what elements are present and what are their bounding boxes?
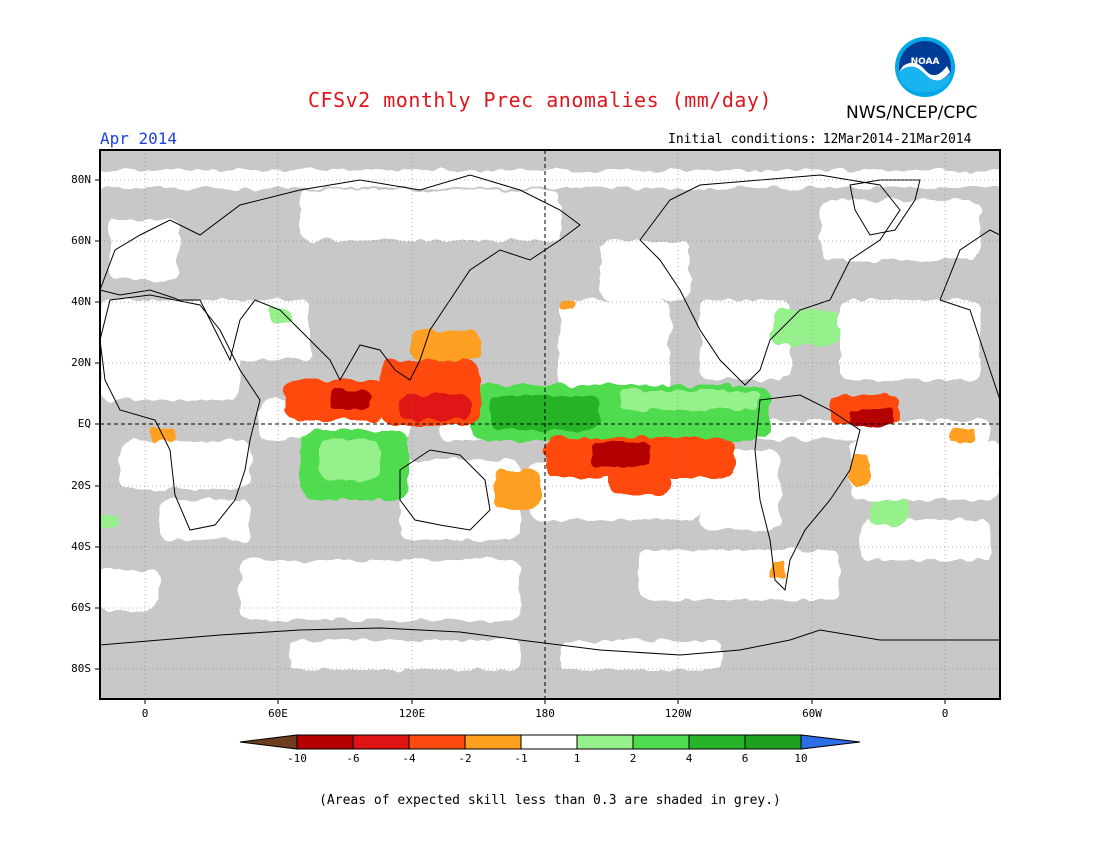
lat-tick-label: 80N: [71, 173, 91, 186]
lon-tick-label: 60E: [268, 707, 288, 720]
coastline-south-america: [754, 394, 861, 592]
dry-anomaly-region: [770, 560, 785, 580]
coastline-greenland: [849, 179, 921, 236]
legend-box: [408, 734, 466, 750]
legend-label: -4: [402, 752, 416, 765]
tick-marks: [95, 179, 946, 704]
coastline-africa-east-repeat: [939, 299, 1000, 401]
legend-box: [576, 734, 634, 750]
anomaly-shading: [100, 300, 975, 580]
dry-anomaly-region: [400, 395, 470, 420]
lat-tick-label: 60N: [71, 234, 91, 247]
legend-label: -10: [287, 752, 307, 765]
legend-box: [744, 734, 802, 750]
lat-tick-label: 60S: [71, 601, 91, 614]
lon-tick-label: 120E: [398, 707, 426, 720]
lat-tick-label: 20S: [71, 479, 91, 492]
lon-tick-label: 120W: [664, 707, 692, 720]
legend-label: -1: [514, 752, 528, 765]
dry-anomaly-region: [590, 442, 650, 467]
legend-label: -6: [346, 752, 360, 765]
dry-anomaly-region: [410, 330, 480, 360]
wet-anomaly-region: [270, 310, 290, 322]
dry-anomaly-region: [495, 470, 540, 510]
legend-label: 6: [741, 752, 749, 765]
legend-arrow-low: [239, 734, 298, 750]
dry-anomaly-region: [560, 300, 575, 310]
noaa-logo: NOAA: [895, 37, 955, 97]
agency-label: NWS/NCEP/CPC: [846, 103, 978, 123]
legend-label: 10: [794, 752, 808, 765]
dry-anomaly-region: [610, 470, 670, 495]
wet-anomaly-region: [620, 390, 760, 410]
lat-tick-label: 20N: [71, 356, 91, 369]
dry-anomaly-region: [850, 408, 895, 426]
coastline-australia: [399, 449, 491, 531]
dry-anomaly-region: [850, 455, 870, 485]
legend-box: [520, 734, 578, 750]
initial-conditions-value: 12Mar2014-21Mar2014: [822, 132, 972, 147]
legend-label: 4: [685, 752, 693, 765]
lon-tick-label: 0: [941, 707, 949, 720]
legend-box: [688, 734, 746, 750]
coastlines: [100, 174, 1000, 656]
coastline-africa: [100, 294, 261, 531]
dry-anomaly-region: [950, 428, 975, 442]
map-title: CFSv2 monthly Prec anomalies (mm/day): [307, 88, 773, 112]
legend-box: [632, 734, 690, 750]
initial-conditions-label: Initial conditions:: [668, 132, 817, 147]
wet-anomaly-region: [320, 440, 380, 480]
lat-tick-label: 40S: [71, 540, 91, 553]
wet-anomaly-region: [770, 310, 840, 345]
skill-footnote: (Areas of expected skill less than 0.3 a…: [319, 793, 781, 808]
lon-tick-label: 60W: [802, 707, 822, 720]
noaa-logo-text: NOAA: [911, 57, 940, 67]
legend-box: [296, 734, 354, 750]
dry-anomaly-region: [330, 390, 370, 410]
legend-box: [464, 734, 522, 750]
lat-tick-label: EQ: [77, 417, 91, 430]
coastline-europe-west: [939, 229, 1000, 301]
lon-tick-label: 0: [141, 707, 149, 720]
legend-label: 2: [629, 752, 637, 765]
coastline-antarctica: [100, 627, 1000, 656]
wet-anomaly-region: [100, 515, 120, 530]
wet-anomaly-region: [870, 500, 910, 525]
legend-box: [352, 734, 410, 750]
forecast-period: Apr 2014: [100, 129, 178, 148]
coastline-eurasia: [100, 174, 581, 382]
legend-label: -2: [458, 752, 472, 765]
legend: [239, 734, 861, 750]
legend-arrow-high: [800, 734, 861, 750]
lon-tick-label: 180: [535, 707, 555, 720]
lat-tick-label: 80S: [71, 662, 91, 675]
lat-tick-label: 40N: [71, 295, 91, 308]
legend-label: 1: [573, 752, 581, 765]
initial-conditions: Initial conditions: 12Mar2014-21Mar2014: [668, 132, 971, 147]
